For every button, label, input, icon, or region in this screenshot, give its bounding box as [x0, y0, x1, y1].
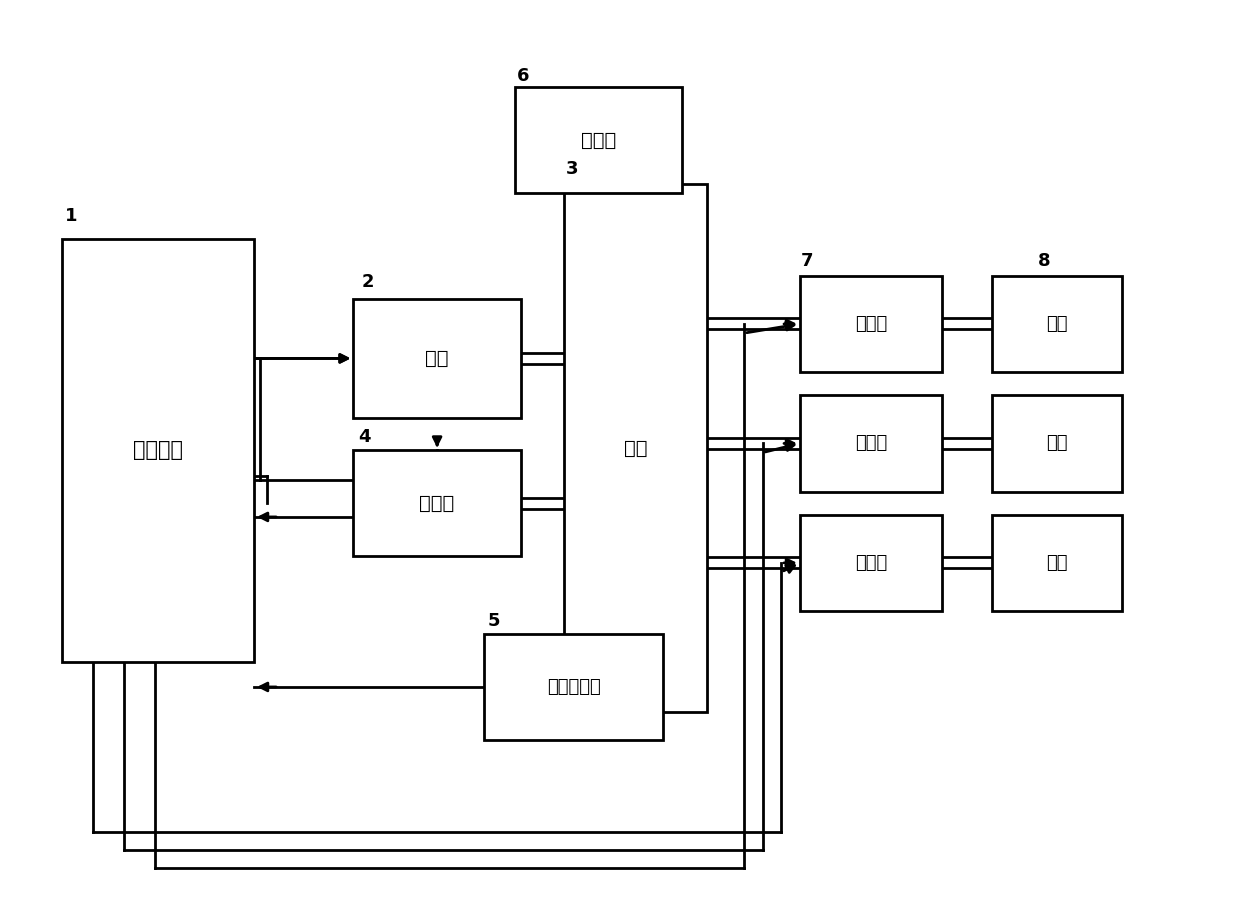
Bar — [800, 515, 942, 611]
Text: 5: 5 — [487, 611, 500, 630]
Bar — [484, 634, 663, 740]
Text: 1: 1 — [64, 207, 77, 225]
Text: 进气鄀: 进气鄀 — [854, 554, 888, 572]
Text: 4: 4 — [358, 427, 371, 446]
Text: 进气鄀: 进气鄀 — [854, 315, 888, 333]
Bar — [992, 276, 1122, 372]
Text: 气囊: 气囊 — [1047, 554, 1068, 572]
Bar — [353, 450, 521, 556]
Text: 泄气阀: 泄气阀 — [419, 494, 455, 513]
Bar — [353, 299, 521, 418]
Text: 3: 3 — [565, 160, 578, 178]
Text: 控制模块: 控制模块 — [133, 440, 184, 460]
Text: 安全鄀: 安全鄀 — [580, 130, 616, 150]
Bar — [62, 239, 254, 662]
Bar — [800, 276, 942, 372]
Bar — [800, 395, 942, 492]
Text: 6: 6 — [517, 66, 529, 85]
Text: 气囊: 气囊 — [1047, 315, 1068, 333]
Bar — [992, 515, 1122, 611]
Bar — [992, 395, 1122, 492]
Text: 进气鄀: 进气鄀 — [854, 435, 888, 452]
Text: 7: 7 — [801, 252, 813, 270]
Text: 气泵: 气泵 — [425, 349, 449, 368]
Text: 2: 2 — [362, 273, 374, 291]
Text: 气囊: 气囊 — [1047, 435, 1068, 452]
Text: 8: 8 — [1038, 252, 1050, 270]
Text: 压力传感器: 压力传感器 — [547, 678, 600, 696]
Bar — [515, 87, 682, 193]
Bar — [564, 184, 707, 712]
Text: 气腔: 气腔 — [624, 438, 647, 458]
